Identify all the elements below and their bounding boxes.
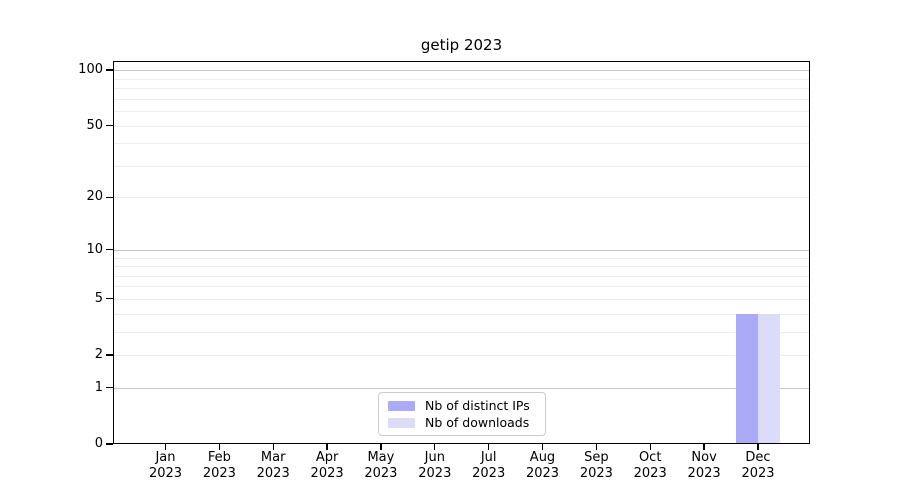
minor-gridline-20 bbox=[113, 197, 810, 199]
legend-swatch-distinct-ips bbox=[388, 400, 415, 411]
ytick-mark-5 bbox=[106, 298, 113, 300]
xtick-label-apr: Apr 2023 bbox=[310, 450, 344, 481]
ytick-mark-100 bbox=[106, 69, 113, 71]
xtick-mark-dec bbox=[757, 444, 759, 450]
xtick-mark-oct bbox=[649, 444, 651, 450]
xtick-mark-mar bbox=[272, 444, 274, 450]
xtick-label-jan: Jan 2023 bbox=[148, 450, 183, 481]
xtick-mark-nov bbox=[703, 444, 705, 450]
legend-swatch-downloads bbox=[388, 417, 415, 428]
legend-label-distinct-ips: Nb of distinct IPs bbox=[425, 397, 530, 413]
minor-gridline-70 bbox=[113, 98, 810, 100]
xtick-label-mar: Mar 2023 bbox=[256, 450, 290, 481]
major-gridline-10 bbox=[113, 249, 810, 251]
ytick-label-0: 0 bbox=[94, 436, 103, 451]
minor-gridline-8 bbox=[113, 266, 810, 267]
ytick-label-20: 20 bbox=[86, 189, 103, 205]
xtick-label-feb: Feb 2023 bbox=[202, 450, 236, 481]
minor-gridline-9 bbox=[113, 257, 810, 259]
xtick-label-may: May 2023 bbox=[364, 450, 398, 481]
xtick-mark-jan bbox=[164, 444, 167, 450]
minor-gridline-90 bbox=[113, 78, 810, 80]
ytick-label-50: 50 bbox=[86, 117, 103, 133]
xtick-label-jun: Jun 2023 bbox=[418, 450, 452, 481]
xtick-mark-apr bbox=[326, 444, 328, 450]
ytick-mark-0 bbox=[106, 443, 113, 445]
minor-gridline-5 bbox=[113, 298, 810, 300]
legend-entry-distinct-ips: Nb of distinct IPs bbox=[388, 398, 539, 414]
minor-gridline-3 bbox=[113, 331, 810, 333]
ytick-label-2: 2 bbox=[94, 347, 103, 362]
bar-nb-of-downloads-dec bbox=[758, 313, 780, 444]
ytick-label-100: 100 bbox=[78, 62, 103, 78]
minor-gridline-50 bbox=[113, 125, 810, 127]
ytick-label-1: 1 bbox=[94, 379, 103, 395]
minor-gridline-2 bbox=[113, 355, 810, 356]
minor-gridline-6 bbox=[113, 286, 810, 288]
xtick-mark-may bbox=[380, 444, 382, 450]
xtick-mark-jul bbox=[488, 444, 490, 450]
xtick-label-oct: Oct 2023 bbox=[633, 450, 667, 481]
xtick-label-aug: Aug 2023 bbox=[525, 450, 560, 481]
xtick-mark-aug bbox=[541, 444, 544, 450]
minor-gridline-30 bbox=[113, 165, 810, 167]
ytick-label-5: 5 bbox=[94, 290, 103, 306]
xtick-label-nov: Nov 2023 bbox=[687, 450, 721, 481]
minor-gridline-7 bbox=[113, 275, 810, 277]
minor-gridline-40 bbox=[113, 143, 810, 145]
bar-nb-of-distinct-ips-dec bbox=[736, 313, 758, 444]
ytick-label-10: 10 bbox=[86, 241, 103, 257]
legend-entry-downloads: Nb of downloads bbox=[388, 415, 539, 431]
ytick-mark-2 bbox=[106, 354, 113, 356]
xtick-label-sep: Sep 2023 bbox=[579, 450, 613, 481]
axes-frame bbox=[113, 61, 810, 444]
ytick-mark-20 bbox=[106, 196, 113, 198]
xtick-label-dec: Dec 2023 bbox=[741, 450, 775, 481]
major-gridline-1 bbox=[113, 387, 810, 389]
plot-area bbox=[113, 61, 810, 444]
legend-label-downloads: Nb of downloads bbox=[425, 414, 530, 430]
ytick-mark-50 bbox=[106, 124, 113, 127]
xtick-mark-sep bbox=[595, 444, 598, 450]
minor-gridline-4 bbox=[113, 313, 810, 315]
xtick-label-jul: Jul 2023 bbox=[472, 450, 506, 481]
ytick-mark-10 bbox=[106, 249, 113, 251]
minor-gridline-60 bbox=[113, 110, 810, 112]
major-gridline-100 bbox=[113, 70, 810, 72]
minor-gridline-80 bbox=[113, 88, 810, 89]
ytick-mark-1 bbox=[106, 387, 113, 389]
chart-title: getip 2023 bbox=[420, 36, 503, 54]
xtick-mark-feb bbox=[218, 444, 221, 450]
legend: Nb of distinct IPs Nb of downloads bbox=[378, 392, 546, 436]
xtick-mark-jun bbox=[434, 444, 436, 450]
